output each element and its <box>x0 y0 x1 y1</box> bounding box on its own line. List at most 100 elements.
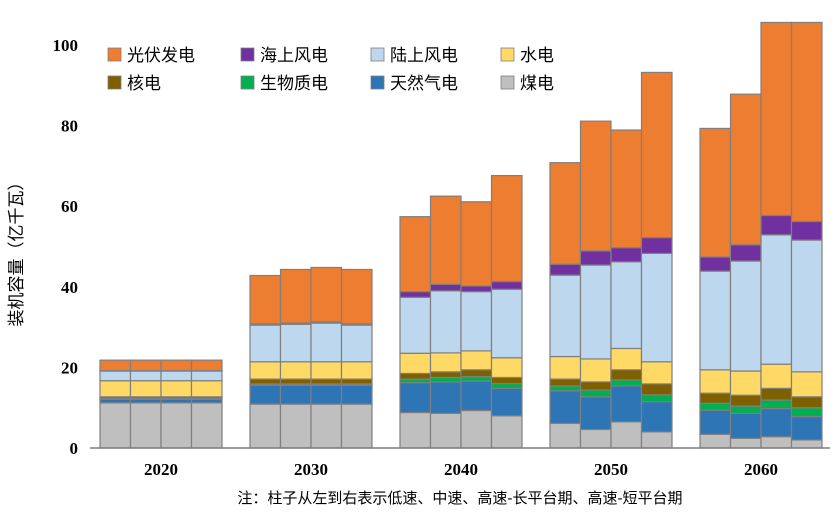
bar-segment-2030-1-s0 <box>249 403 282 449</box>
bar-segment-2030-4-s4 <box>340 361 373 380</box>
bar-segment-2040-1-s5 <box>399 296 432 354</box>
x-tick-label: 2060 <box>744 460 778 479</box>
bar-segment-2060-2-s6 <box>729 244 762 262</box>
bar-segment-2050-2-s0 <box>579 428 612 449</box>
bar-segment-2050-4-s2 <box>640 394 673 403</box>
bar-segment-2040-1-s4 <box>399 352 432 375</box>
bar-segment-2030-1-s5 <box>249 324 282 363</box>
bar-segment-2020-3-s5 <box>160 370 193 382</box>
bar-segment-2030-3-s7 <box>310 266 343 323</box>
bar-segment-2060-4-s4 <box>790 371 823 398</box>
bar-segment-2060-4-s6 <box>790 220 823 241</box>
bar-segment-2060-3-s1 <box>760 407 793 438</box>
legend-label: 海上风电 <box>260 46 328 66</box>
bar-segment-2040-4-s3 <box>490 376 523 385</box>
bar-segment-2060-1-s2 <box>699 402 732 411</box>
bar-segment-2060-2-s1 <box>729 412 762 439</box>
bar-segment-2040-2-s4 <box>429 352 462 373</box>
bar-segment-2030-2-s4 <box>279 361 312 380</box>
bar-segment-2050-2-s3 <box>579 381 612 391</box>
bar-segment-2020-2-s7 <box>129 359 162 372</box>
x-tick-label: 2030 <box>294 460 328 479</box>
bar-segment-2020-1-s7 <box>99 359 132 372</box>
bar-segment-2060-4-s2 <box>790 407 823 418</box>
bar-segment-2040-4-s4 <box>490 357 523 379</box>
bar-segment-2050-4-s0 <box>640 431 673 449</box>
legend-swatch <box>240 47 255 62</box>
bar-segment-2040-4-s2 <box>490 382 523 389</box>
bar-segment-2030-4-s1 <box>340 384 373 405</box>
legend-label: 核电 <box>127 74 161 94</box>
bar-segment-2050-2-s2 <box>579 389 612 398</box>
legend-swatch <box>370 75 385 90</box>
bar-segment-2030-2-s1 <box>279 384 312 405</box>
y-tick-label: 40 <box>61 278 78 297</box>
bar-segment-2030-2-s7 <box>279 268 312 324</box>
chart-note: 注：柱子从左到右表示低速、中速、高速-长平台期、高速-短平台期 <box>237 489 682 507</box>
bar-segment-2060-3-s3 <box>760 387 793 401</box>
bar-segment-2050-2-s7 <box>579 120 612 252</box>
y-tick-label: 60 <box>61 197 78 216</box>
bar-segment-2020-4-s5 <box>190 370 223 382</box>
bar-segment-2060-3-s4 <box>760 363 793 389</box>
bar-segment-2030-2-s3 <box>279 378 312 385</box>
bar-segment-2050-1-s0 <box>549 422 582 449</box>
bar-segment-2050-3-s2 <box>610 379 643 387</box>
bar-segment-2050-4-s1 <box>640 401 673 433</box>
legend-swatch <box>107 47 122 62</box>
bar-segment-2030-1-s3 <box>249 378 282 385</box>
bar-segment-2030-3-s0 <box>310 403 343 449</box>
x-labels: 2020 2030 2040 2050 2060 <box>144 460 778 479</box>
bar-segment-2020-2-s4 <box>129 380 162 398</box>
bar-segment-2050-2-s5 <box>579 264 612 360</box>
bar-segment-2030-4-s7 <box>340 268 373 325</box>
bar-segment-2060-4-s7 <box>790 21 823 223</box>
bar-segment-2040-2-s6 <box>429 283 462 292</box>
bar-segment-2050-3-s3 <box>610 369 643 381</box>
legend-label: 陆上风电 <box>390 46 458 66</box>
bar-segment-2020-3-s7 <box>160 359 193 372</box>
bars <box>99 21 823 449</box>
legend-swatch <box>370 47 385 62</box>
y-tick-label: 80 <box>61 117 78 136</box>
bar-segment-2040-3-s0 <box>460 409 493 449</box>
bar-segment-2050-2-s4 <box>579 358 612 383</box>
bar-segment-2040-2-s2 <box>429 376 462 383</box>
y-tick-label: 100 <box>53 36 79 55</box>
bar-segment-2060-3-s0 <box>760 436 793 449</box>
bar-segment-2020-1-s5 <box>99 370 132 382</box>
legend-swatch <box>500 75 515 90</box>
bar-segment-2060-1-s5 <box>699 270 732 371</box>
bar-segment-2030-4-s3 <box>340 378 373 385</box>
bar-segment-2050-1-s4 <box>549 355 582 380</box>
bar-segment-2060-2-s0 <box>729 437 762 449</box>
bar-segment-2030-2-s5 <box>279 323 312 363</box>
y-tick-label: 20 <box>61 358 78 377</box>
bar-segment-2050-1-s7 <box>549 162 582 265</box>
bar-segment-2060-2-s3 <box>729 394 762 407</box>
bar-segment-2030-1-s1 <box>249 384 282 405</box>
bar-segment-2030-4-s5 <box>340 324 373 363</box>
bar-segment-2060-1-s0 <box>699 433 732 449</box>
bar-segment-2050-3-s6 <box>610 247 643 263</box>
legend-label: 天然气电 <box>390 74 458 94</box>
legend-swatch <box>107 75 122 90</box>
bar-segment-2030-1-s4 <box>249 361 282 380</box>
y-ticks: 0 20 40 60 80 100 <box>53 36 79 458</box>
bar-segment-2020-4-s7 <box>190 359 223 372</box>
bar-segment-2040-3-s5 <box>460 291 493 352</box>
legend-swatch <box>240 75 255 90</box>
bar-segment-2050-3-s0 <box>610 421 643 449</box>
bar-segment-2060-3-s6 <box>760 214 793 236</box>
legend-label: 生物质电 <box>260 74 328 94</box>
bar-segment-2030-3-s1 <box>310 384 343 405</box>
bar-segment-2040-4-s0 <box>490 415 523 449</box>
bar-segment-2040-3-s6 <box>460 285 493 293</box>
bar-segment-2060-2-s5 <box>729 260 762 372</box>
bar-segment-2060-3-s7 <box>760 21 793 217</box>
bar-segment-2060-1-s3 <box>699 392 732 404</box>
bar-segment-2020-2-s0 <box>129 402 162 449</box>
bar-segment-2030-3-s4 <box>310 361 343 380</box>
bar-segment-2060-1-s6 <box>699 256 732 272</box>
